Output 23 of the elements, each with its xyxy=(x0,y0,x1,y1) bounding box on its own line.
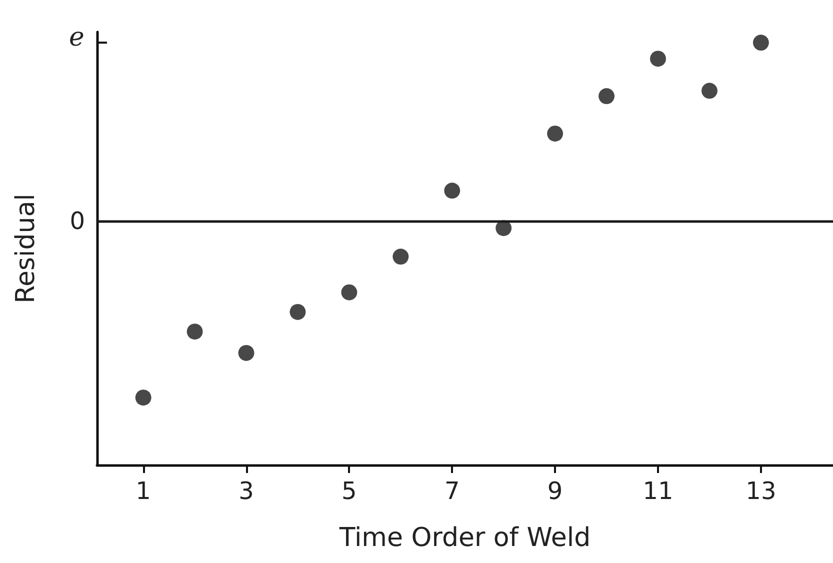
point xyxy=(238,344,254,361)
x-axis-title: Time Order of Weld xyxy=(338,523,591,553)
y-axis-title: Residual xyxy=(11,194,41,304)
x-tick-label: 5 xyxy=(342,477,357,505)
point xyxy=(650,50,666,67)
point xyxy=(752,34,769,51)
ref-line-label: 0 xyxy=(70,207,85,235)
x-tick-label: 9 xyxy=(547,477,563,505)
point xyxy=(341,284,358,300)
point xyxy=(135,390,152,406)
x-tick-label: 13 xyxy=(746,477,776,505)
point xyxy=(290,304,306,320)
x-tick-label: 1 xyxy=(136,477,151,505)
point xyxy=(444,182,460,199)
point xyxy=(186,324,203,340)
point xyxy=(598,88,615,104)
text: e xyxy=(69,22,84,53)
point xyxy=(701,82,718,99)
point xyxy=(392,248,409,265)
x-tick-label: 3 xyxy=(238,477,254,505)
point xyxy=(547,126,564,142)
x-tick-label: 11 xyxy=(642,477,674,505)
x-tick-label: 7 xyxy=(444,477,460,505)
